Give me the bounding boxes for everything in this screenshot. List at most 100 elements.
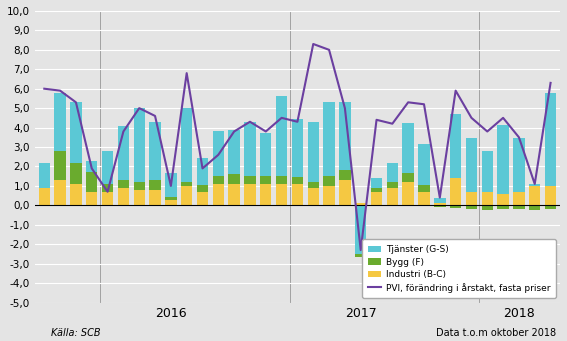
Bar xyxy=(260,184,272,205)
Bar xyxy=(39,188,50,205)
Bar xyxy=(339,180,350,205)
Bar xyxy=(165,197,176,199)
Bar xyxy=(292,184,303,205)
Bar xyxy=(529,186,540,205)
Bar xyxy=(149,180,160,190)
Bar xyxy=(323,176,335,186)
Bar xyxy=(276,95,287,176)
Bar xyxy=(434,205,446,207)
Bar xyxy=(118,125,129,180)
Bar xyxy=(149,190,160,205)
Bar xyxy=(86,192,98,205)
Bar xyxy=(54,180,66,205)
Bar xyxy=(481,205,493,210)
Bar xyxy=(403,182,414,205)
Bar xyxy=(497,205,509,209)
Bar xyxy=(118,180,129,188)
Bar xyxy=(497,194,509,205)
Bar xyxy=(355,204,366,205)
Bar xyxy=(434,204,446,205)
Bar xyxy=(307,188,319,205)
Bar xyxy=(545,205,556,209)
Bar xyxy=(466,205,477,209)
Bar xyxy=(197,158,208,185)
Bar xyxy=(86,172,98,192)
Bar xyxy=(387,163,398,182)
Bar xyxy=(513,205,524,209)
Bar xyxy=(450,114,462,178)
Bar xyxy=(434,197,446,204)
Bar xyxy=(244,122,256,176)
Bar xyxy=(418,185,430,192)
Bar xyxy=(371,192,382,205)
Bar xyxy=(260,176,272,184)
Bar xyxy=(86,161,98,172)
Bar xyxy=(323,102,335,176)
Bar xyxy=(70,102,82,163)
Bar xyxy=(54,93,66,151)
Bar xyxy=(387,182,398,188)
Bar xyxy=(307,122,319,182)
Bar xyxy=(133,108,145,182)
Bar xyxy=(355,254,366,257)
Bar xyxy=(371,178,382,188)
Bar xyxy=(229,130,240,174)
Bar xyxy=(339,170,350,180)
Bar xyxy=(339,102,350,170)
Bar xyxy=(292,119,303,177)
Bar xyxy=(39,163,50,188)
Bar xyxy=(197,185,208,192)
Bar xyxy=(213,176,224,184)
Bar xyxy=(403,173,414,182)
Bar xyxy=(355,205,366,254)
Bar xyxy=(181,182,192,186)
Bar xyxy=(260,133,272,176)
Bar xyxy=(481,192,493,205)
Bar xyxy=(276,176,287,184)
Bar xyxy=(545,186,556,205)
Bar xyxy=(529,184,540,186)
Bar xyxy=(466,138,477,192)
Bar xyxy=(229,184,240,205)
Bar xyxy=(244,184,256,205)
Bar xyxy=(70,184,82,205)
Legend: Tjänster (G-S), Bygg (F), Industri (B-C), PVI, förändring i årstakt, fasta prise: Tjänster (G-S), Bygg (F), Industri (B-C)… xyxy=(362,239,556,298)
Bar xyxy=(213,184,224,205)
Bar xyxy=(513,192,524,205)
Bar xyxy=(418,144,430,185)
Bar xyxy=(165,199,176,205)
Bar xyxy=(197,192,208,205)
Bar xyxy=(545,93,556,186)
Bar xyxy=(466,192,477,205)
Bar xyxy=(229,174,240,184)
Text: Källa: SCB: Källa: SCB xyxy=(51,328,101,338)
Text: Data t.o.m oktober 2018: Data t.o.m oktober 2018 xyxy=(435,328,556,338)
Bar xyxy=(181,186,192,205)
Bar xyxy=(450,205,462,208)
Bar xyxy=(450,178,462,205)
Bar xyxy=(118,188,129,205)
Bar xyxy=(307,182,319,188)
Bar xyxy=(403,123,414,173)
Bar xyxy=(102,192,113,205)
Bar xyxy=(371,188,382,192)
Bar xyxy=(70,163,82,184)
Bar xyxy=(165,173,176,197)
Bar xyxy=(133,190,145,205)
Bar xyxy=(181,108,192,182)
Bar xyxy=(102,184,113,192)
Bar xyxy=(529,205,540,210)
Bar xyxy=(276,184,287,205)
Bar xyxy=(387,188,398,205)
Bar xyxy=(497,125,509,194)
Bar xyxy=(418,192,430,205)
Bar xyxy=(244,176,256,184)
Bar xyxy=(292,177,303,184)
Bar xyxy=(54,151,66,180)
Bar xyxy=(133,182,145,190)
Bar xyxy=(102,151,113,184)
Bar xyxy=(213,132,224,176)
Bar xyxy=(323,186,335,205)
Bar xyxy=(149,122,160,180)
Bar xyxy=(481,151,493,192)
